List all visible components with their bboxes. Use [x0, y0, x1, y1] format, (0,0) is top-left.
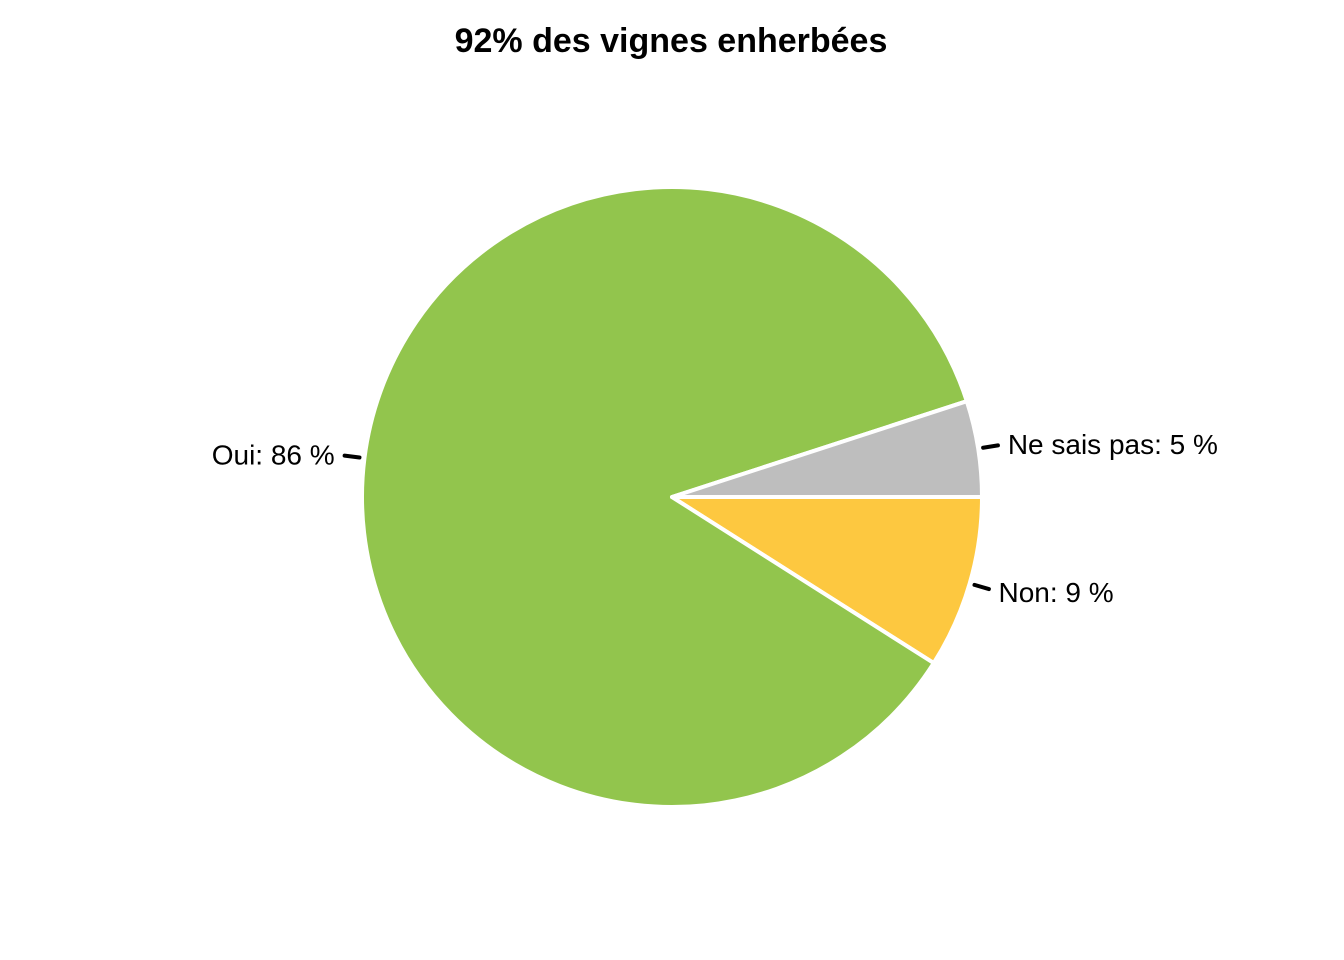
leader-line-ne-sais-pas	[981, 443, 1000, 450]
leader-line-oui	[342, 453, 362, 460]
pie-slice-oui	[360, 185, 969, 809]
pie-slice-non	[670, 495, 984, 666]
chart-title: 92% des vignes enherbées	[455, 22, 888, 60]
slice-label-oui: Oui: 86 %	[212, 439, 335, 470]
slice-label-non: Non: 9 %	[998, 577, 1113, 608]
pie-labels: Non: 9 % Oui: 86 % Ne sais pas: 5 %	[212, 429, 1218, 608]
pie-slices	[360, 185, 984, 809]
pie-slice-ne-sais-pas	[670, 399, 984, 499]
leader-line-non	[972, 582, 991, 592]
slice-label-ne-sais-pas: Ne sais pas: 5 %	[1008, 429, 1218, 460]
